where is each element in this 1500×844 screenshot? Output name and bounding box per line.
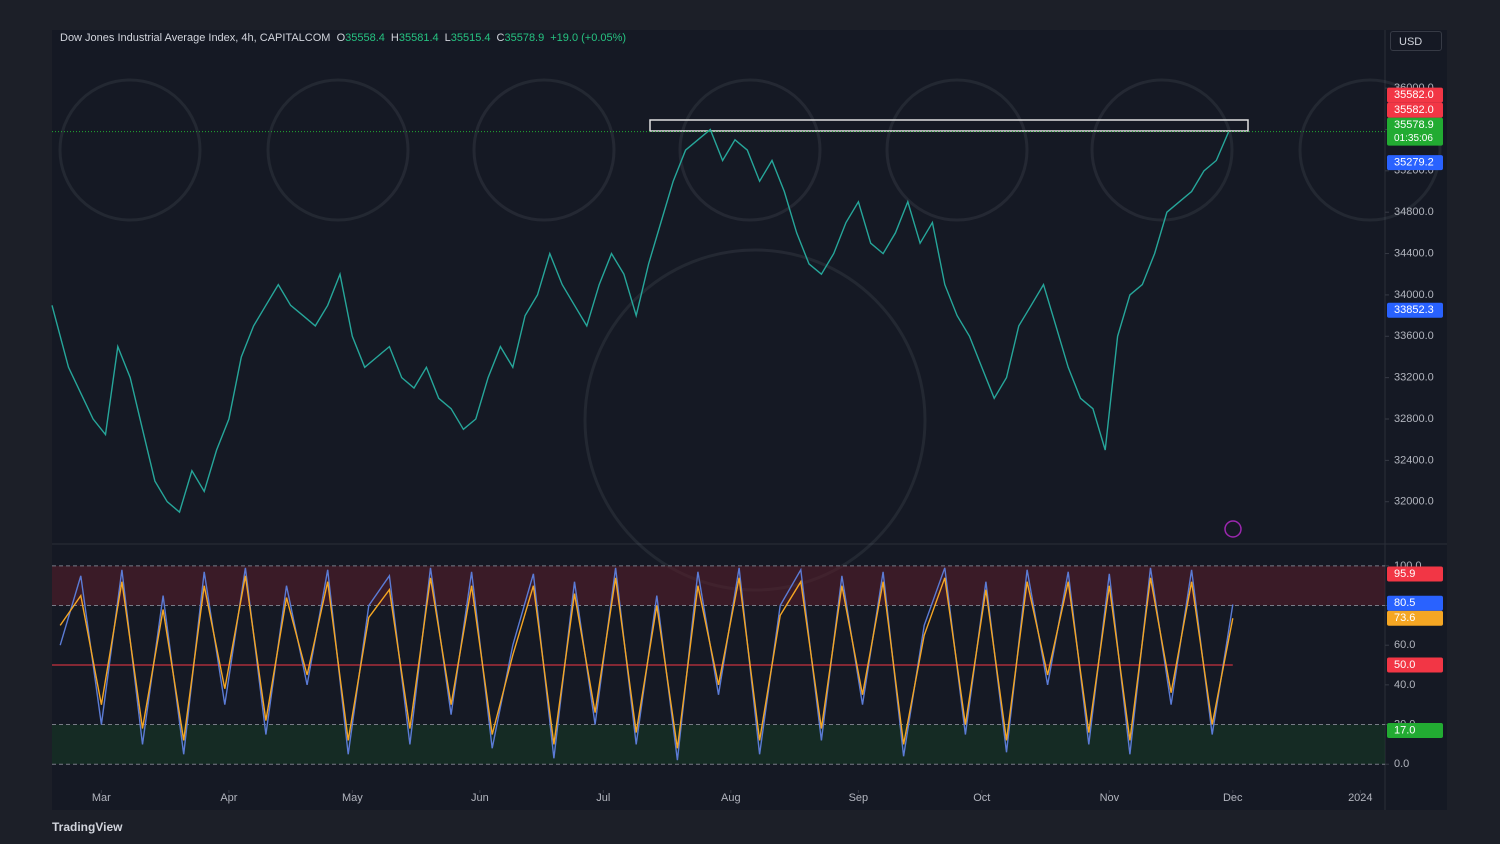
price-label-text: 50.0	[1394, 659, 1415, 671]
resistance-box	[649, 119, 1249, 132]
band	[52, 565, 1385, 606]
y-tick-label: 34800.0	[1394, 206, 1434, 218]
price-label-text: 80.5	[1394, 597, 1415, 609]
ohlc-key: L	[444, 32, 451, 44]
price-label	[1387, 566, 1443, 582]
price-label-text: 33852.3	[1394, 304, 1434, 316]
price-label-text: 35279.2	[1394, 157, 1434, 169]
price-label-text: 35582.0	[1394, 104, 1434, 116]
x-tick-label: Nov	[1100, 792, 1120, 804]
y-tick-label: 0.0	[1394, 758, 1409, 770]
ohlc-value: 35581.4	[398, 32, 439, 44]
x-tick-label: Aug	[721, 792, 741, 804]
y-tick-label: 33600.0	[1394, 330, 1434, 342]
ohlc-value: 35558.4	[345, 32, 385, 44]
change: +19.0 (+0.05%)	[550, 32, 627, 44]
ohlc-value: 35515.4	[450, 32, 491, 44]
x-tick-label: Dec	[1223, 792, 1243, 804]
price-label	[1387, 610, 1443, 626]
price-label-text: 95.9	[1394, 568, 1415, 580]
price-label	[1387, 102, 1443, 118]
price-label-text: 73.6	[1394, 612, 1415, 624]
y-tick-label: 34000.0	[1394, 289, 1434, 301]
price-label	[1387, 595, 1443, 611]
ohlc-key: C	[496, 32, 505, 44]
price-label	[1387, 117, 1443, 146]
y-tick-label: 33200.0	[1394, 372, 1434, 384]
x-tick-label: Sep	[849, 792, 869, 804]
ohlc-value: 35578.9	[504, 32, 545, 44]
x-tick-label: Oct	[973, 792, 990, 804]
x-tick-label: Mar	[92, 792, 111, 804]
y-tick-label: 32400.0	[1394, 454, 1434, 466]
ohlc-key: O	[336, 32, 346, 44]
band	[52, 724, 1385, 765]
price-label-text: 17.0	[1394, 724, 1415, 736]
currency-button[interactable]: USD	[1390, 31, 1442, 51]
chart-background	[52, 30, 1447, 810]
y-tick-label: 40.0	[1394, 679, 1415, 691]
price-label	[1387, 302, 1443, 318]
branding: TradingView	[52, 820, 123, 834]
countdown: 01:35:06	[1394, 133, 1433, 144]
price-label	[1387, 722, 1443, 738]
legend: Dow Jones Industrial Average Index, 4h, …	[60, 32, 632, 44]
price-label-text: 35578.9	[1394, 119, 1434, 131]
ohlc-key: H	[390, 32, 399, 44]
alert-icon[interactable]	[1224, 520, 1242, 538]
x-tick-label: May	[342, 792, 363, 804]
y-tick-label: 32800.0	[1394, 413, 1434, 425]
series-line	[51, 128, 1230, 514]
x-tick-label: Apr	[220, 792, 237, 804]
price-label	[1387, 155, 1443, 171]
price-label	[1387, 87, 1443, 103]
y-tick-label: 34400.0	[1394, 247, 1434, 259]
x-tick-label: Jun	[471, 792, 489, 804]
x-tick-label: 2024	[1348, 792, 1372, 804]
y-tick-label: 60.0	[1394, 639, 1415, 651]
price-label	[1387, 657, 1443, 673]
series-line	[59, 575, 1234, 749]
x-tick-label: Jul	[596, 792, 610, 804]
price-label-text: 35582.0	[1394, 89, 1434, 101]
y-tick-label: 32000.0	[1394, 496, 1434, 508]
symbol-title: Dow Jones Industrial Average Index, 4h, …	[60, 32, 331, 44]
